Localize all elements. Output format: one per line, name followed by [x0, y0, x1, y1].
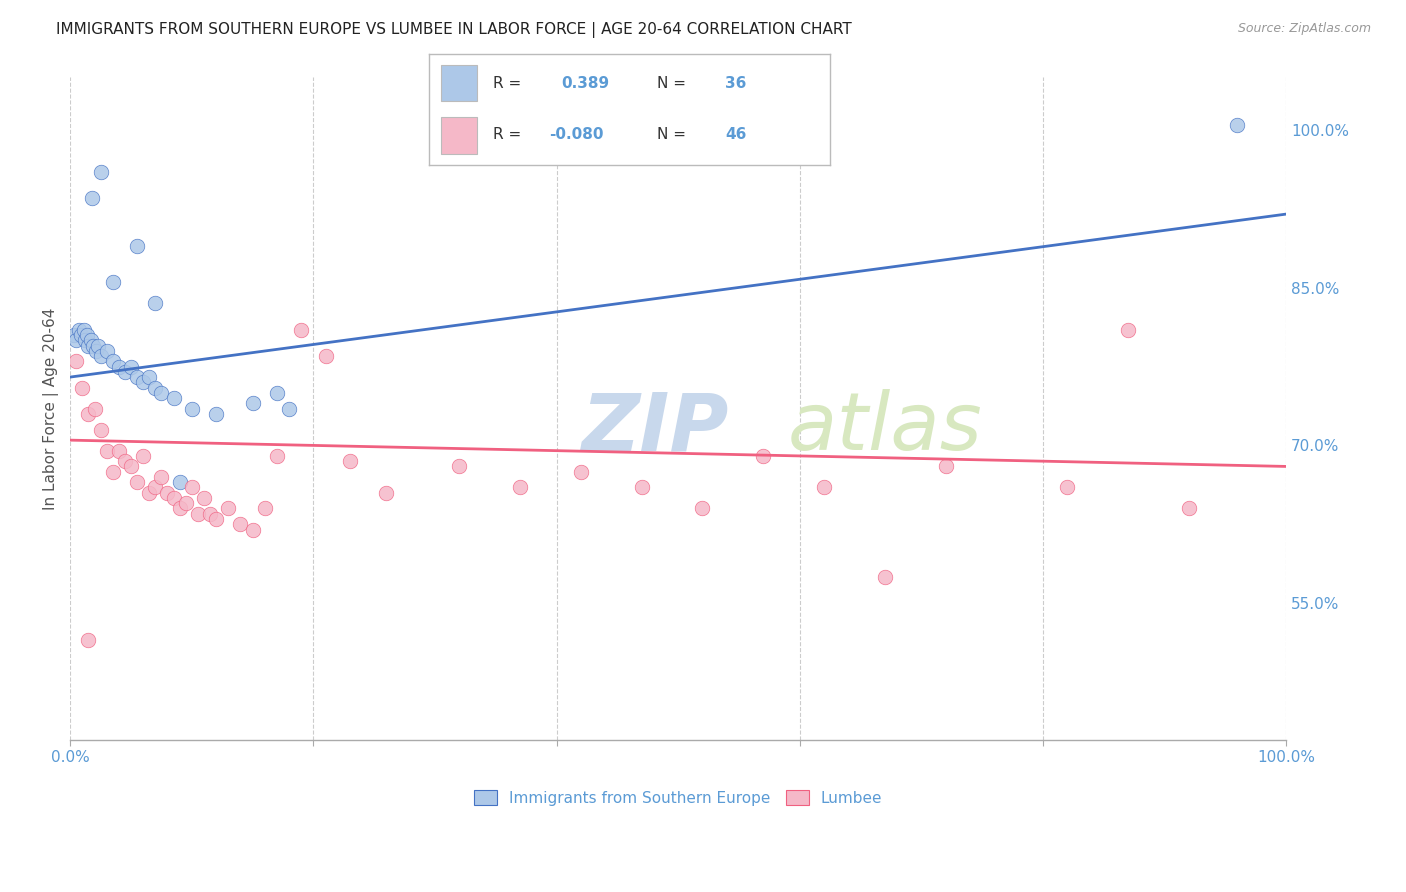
Point [127, 370, 149, 384]
Text: atlas: atlas [787, 390, 983, 467]
Text: 36: 36 [725, 76, 747, 91]
Point [108, 359, 131, 374]
Point [80, 333, 103, 347]
Point [108, 443, 131, 458]
Point [150, 470, 173, 484]
Point [96, 443, 118, 458]
Bar [441, 117, 477, 154]
Point [127, 238, 149, 252]
Point [77, 407, 100, 421]
Point [120, 459, 142, 474]
Point [156, 485, 179, 500]
Y-axis label: In Labor Force | Age 20-64: In Labor Force | Age 20-64 [44, 308, 59, 510]
Text: N =: N = [657, 76, 686, 91]
Point [83, 401, 105, 416]
Point [72, 381, 94, 395]
Point [375, 485, 398, 500]
Point [1226, 118, 1249, 132]
Point [120, 359, 142, 374]
Text: R =: R = [494, 76, 522, 91]
Point [1056, 480, 1078, 494]
Point [1116, 323, 1139, 337]
Point [63, 328, 86, 343]
Point [77, 338, 100, 352]
Point [569, 465, 592, 479]
Point [169, 475, 191, 490]
Point [180, 401, 202, 416]
Text: N =: N = [657, 128, 686, 143]
Point [114, 365, 136, 379]
Point [266, 449, 288, 463]
Point [162, 491, 184, 505]
Point [65, 333, 87, 347]
Point [70, 328, 93, 343]
Point [138, 370, 160, 384]
Point [96, 343, 118, 358]
Point [935, 459, 957, 474]
Point [143, 381, 166, 395]
Point [339, 454, 361, 468]
Point [630, 480, 652, 494]
Point [253, 501, 276, 516]
Point [72, 323, 94, 337]
Point [65, 354, 87, 368]
Point [169, 501, 191, 516]
Point [82, 338, 104, 352]
Point [229, 517, 252, 532]
Point [143, 480, 166, 494]
Text: IMMIGRANTS FROM SOUTHERN EUROPE VS LUMBEE IN LABOR FORCE | AGE 20-64 CORRELATION: IMMIGRANTS FROM SOUTHERN EUROPE VS LUMBE… [56, 22, 852, 38]
Point [114, 454, 136, 468]
Point [77, 632, 100, 647]
Point [449, 459, 471, 474]
Point [266, 385, 288, 400]
Point [242, 523, 264, 537]
Point [101, 354, 124, 368]
Point [132, 449, 155, 463]
Point [132, 376, 155, 390]
Point [162, 391, 184, 405]
Point [82, 191, 104, 205]
Text: Source: ZipAtlas.com: Source: ZipAtlas.com [1237, 22, 1371, 36]
Point [101, 465, 124, 479]
Point [193, 491, 215, 505]
Point [76, 328, 98, 343]
Point [138, 485, 160, 500]
Point [290, 323, 312, 337]
Point [73, 333, 96, 347]
Point [242, 396, 264, 410]
Text: -0.080: -0.080 [548, 128, 603, 143]
Point [143, 296, 166, 310]
Bar [441, 65, 477, 102]
Text: R =: R = [494, 128, 522, 143]
Legend: Immigrants from Southern Europe, Lumbee: Immigrants from Southern Europe, Lumbee [468, 783, 889, 812]
Point [174, 496, 197, 510]
Point [205, 407, 228, 421]
Point [101, 276, 124, 290]
Point [217, 501, 239, 516]
Point [278, 401, 301, 416]
Point [873, 570, 896, 584]
Point [692, 501, 714, 516]
Point [84, 343, 107, 358]
Point [90, 165, 112, 179]
Text: ZIP: ZIP [581, 390, 728, 467]
Text: 0.389: 0.389 [561, 76, 609, 91]
Point [67, 323, 90, 337]
Point [180, 480, 202, 494]
Point [150, 385, 173, 400]
Point [315, 349, 337, 363]
Point [1177, 501, 1199, 516]
Point [90, 423, 112, 437]
Point [813, 480, 835, 494]
Point [205, 512, 228, 526]
Point [90, 349, 112, 363]
Point [198, 507, 221, 521]
Text: 46: 46 [725, 128, 747, 143]
Point [87, 338, 110, 352]
Point [127, 475, 149, 490]
Point [187, 507, 209, 521]
Point [509, 480, 531, 494]
Point [752, 449, 775, 463]
